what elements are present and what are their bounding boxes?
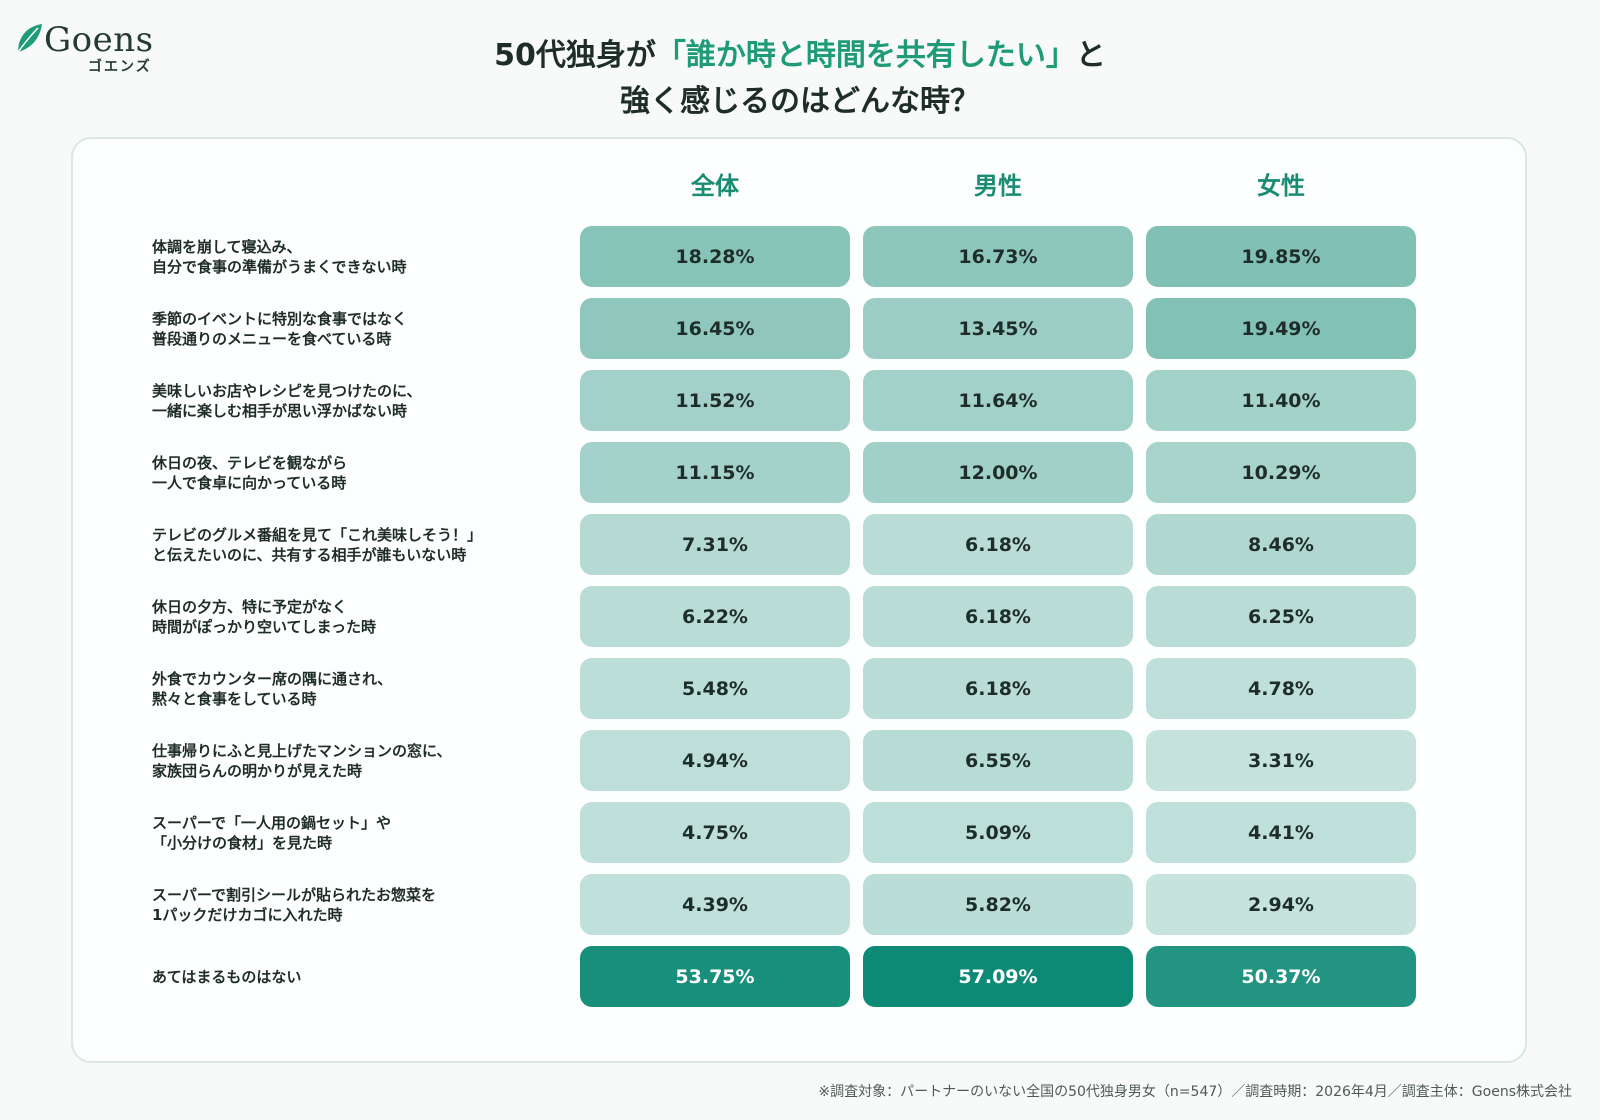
value-cell-male: 11.64% <box>863 370 1133 431</box>
value-cell-total: 4.75% <box>580 802 850 863</box>
row-label-line-2: 「小分けの食材」を見た時 <box>152 834 333 852</box>
value-cell-female: 50.37% <box>1146 946 1416 1007</box>
row-label-line-2: と伝えたいのに、共有する相手が誰もいない時 <box>152 546 467 564</box>
value-cell-male: 6.18% <box>863 586 1133 647</box>
row-label-line-1: スーパーで「一人用の鍋セット」や <box>152 814 391 832</box>
value-cell-male: 12.00% <box>863 442 1133 503</box>
row-label-line-2: 時間がぽっかり空いてしまった時 <box>152 618 376 636</box>
value-cell-male: 6.18% <box>863 658 1133 719</box>
row-label-line-1: 外食でカウンター席の隅に通され、 <box>152 670 393 688</box>
row-label-line-1: 体調を崩して寝込み、 <box>152 238 302 256</box>
row-label: スーパーで「一人用の鍋セット」や 「小分けの食材」を見た時 <box>152 802 572 864</box>
row-label: あてはまるものはない <box>152 946 572 1008</box>
row-label-line-1: 美味しいお店やレシピを見つけたのに、 <box>152 382 422 400</box>
row-label-line-1: 休日の夜、テレビを観ながら <box>152 454 348 472</box>
value-cell-total: 16.45% <box>580 298 850 359</box>
row-label-line-1: スーパーで割引シールが貼られたお惣菜を <box>152 886 436 904</box>
column-header-female: 女性 <box>1257 172 1305 200</box>
title-highlight: 「誰か時と時間を共有したい」 <box>655 38 1076 73</box>
survey-footnote: ※調査対象：パートナーのいない全国の50代独身男女（n=547）／調査時期：20… <box>818 1084 1572 1100</box>
value-cell-female: 6.25% <box>1146 586 1416 647</box>
value-cell-total: 6.22% <box>580 586 850 647</box>
row-label: 季節のイベントに特別な食事ではなく 普段通りのメニューを食べている時 <box>152 298 572 360</box>
row-label: テレビのグルメ番組を見て「これ美味しそう！」 と伝えたいのに、共有する相手が誰もい… <box>152 514 572 576</box>
row-label: 休日の夕方、特に予定がなく時間がぽっかり空いてしまった時 <box>152 586 572 648</box>
value-cell-female: 4.78% <box>1146 658 1416 719</box>
value-cell-total: 53.75% <box>580 946 850 1007</box>
value-cell-female: 11.40% <box>1146 370 1416 431</box>
row-label: 休日の夜、テレビを観ながら 一人で食卓に向かっている時 <box>152 442 572 504</box>
value-cell-female: 2.94% <box>1146 874 1416 935</box>
row-label-line-2: 家族団らんの明かりが見えた時 <box>152 762 363 780</box>
value-cell-total: 11.15% <box>580 442 850 503</box>
value-cell-male: 6.18% <box>863 514 1133 575</box>
value-cell-female: 10.29% <box>1146 442 1416 503</box>
value-cell-male: 13.45% <box>863 298 1133 359</box>
row-label-line-2: 黙々と食事をしている時 <box>152 690 317 708</box>
value-cell-female: 4.41% <box>1146 802 1416 863</box>
row-label-line-2: 一緒に楽しむ相手が思い浮かばない時 <box>152 402 408 420</box>
row-label-line-1: 休日の夕方、特に予定がなく <box>152 598 348 616</box>
row-label-line-1: 仕事帰りにふと見上げたマンションの窓に、 <box>152 742 452 760</box>
row-label-line-1: 季節のイベントに特別な食事ではなく <box>152 310 408 328</box>
value-cell-total: 4.39% <box>580 874 850 935</box>
value-cell-total: 5.48% <box>580 658 850 719</box>
value-cell-male: 57.09% <box>863 946 1133 1007</box>
column-header-male: 男性 <box>974 172 1022 200</box>
row-label-line-1: あてはまるものはない <box>152 968 302 986</box>
title-line-1: 50代独身が「誰か時と時間を共有したい」と <box>0 33 1600 79</box>
value-cell-male: 5.82% <box>863 874 1133 935</box>
row-label: スーパーで割引シールが貼られたお惣菜を 1パックだけカゴに入れた時 <box>152 874 572 936</box>
page-title: 50代独身が「誰か時と時間を共有したい」と 強く感じるのはどんな時？ <box>0 33 1600 125</box>
value-cell-total: 11.52% <box>580 370 850 431</box>
value-cell-female: 8.46% <box>1146 514 1416 575</box>
row-label: 仕事帰りにふと見上げたマンションの窓に、 家族団らんの明かりが見えた時 <box>152 730 572 792</box>
title-prefix: 50代独身が <box>494 38 656 73</box>
value-cell-male: 16.73% <box>863 226 1133 287</box>
row-label: 外食でカウンター席の隅に通され、 黙々と食事をしている時 <box>152 658 572 720</box>
value-cell-total: 4.94% <box>580 730 850 791</box>
title-suffix: と <box>1075 38 1106 73</box>
value-cell-male: 5.09% <box>863 802 1133 863</box>
value-cell-total: 7.31% <box>580 514 850 575</box>
row-label: 美味しいお店やレシピを見つけたのに、 一緒に楽しむ相手が思い浮かばない時 <box>152 370 572 432</box>
title-line-2: 強く感じるのはどんな時？ <box>620 84 980 119</box>
column-header-total: 全体 <box>691 172 739 200</box>
value-cell-female: 19.85% <box>1146 226 1416 287</box>
logo-katakana: ゴエンズ <box>88 59 152 75</box>
leaf-icon <box>17 24 42 53</box>
row-label-line-1: テレビのグルメ番組を見て「これ美味しそう！」 <box>152 526 483 544</box>
value-cell-total: 18.28% <box>580 226 850 287</box>
value-cell-female: 3.31% <box>1146 730 1416 791</box>
value-cell-female: 19.49% <box>1146 298 1416 359</box>
row-label-line-2: 自分で食事の準備がうまくできない時 <box>152 258 407 276</box>
logo-wordmark: Goens <box>44 20 154 60</box>
row-label-line-2: 1パックだけカゴに入れた時 <box>152 906 343 924</box>
value-cell-male: 6.55% <box>863 730 1133 791</box>
row-label-line-2: 一人で食卓に向かっている時 <box>152 474 347 492</box>
row-label-line-2: 普段通りのメニューを食べている時 <box>152 330 392 348</box>
brand-logo: Goens ゴエンズ <box>14 20 184 80</box>
row-label: 体調を崩して寝込み、自分で食事の準備がうまくできない時 <box>152 226 572 288</box>
